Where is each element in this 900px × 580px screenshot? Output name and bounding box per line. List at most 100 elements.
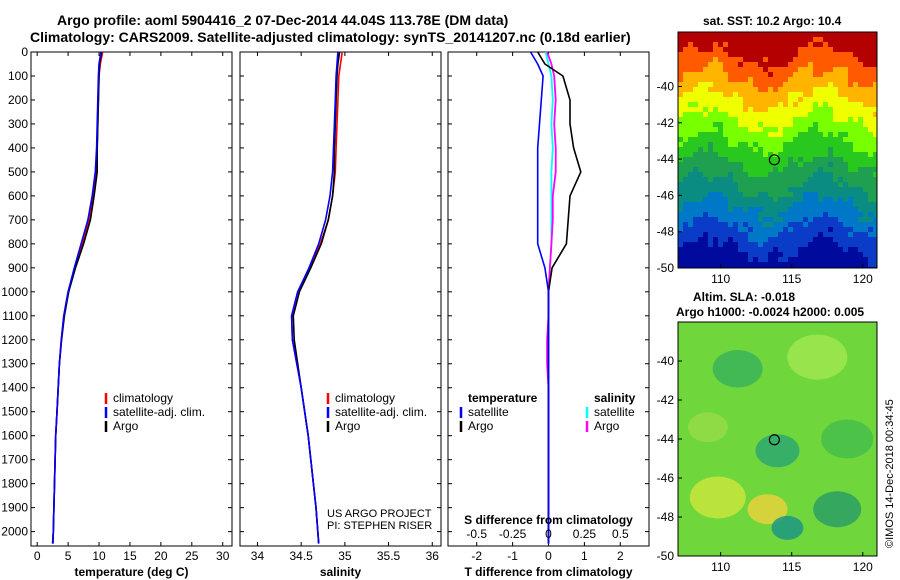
sst-cell — [683, 212, 688, 217]
sst-cell — [713, 182, 718, 187]
sst-cell — [873, 77, 877, 82]
sst-cell — [848, 207, 853, 212]
sst-cell — [858, 82, 863, 87]
map-y-tick-label: -40 — [657, 79, 675, 93]
sst-cell — [793, 222, 798, 227]
sst-cell — [743, 127, 748, 132]
sst-cell — [803, 132, 808, 137]
sst-cell — [783, 217, 788, 222]
sst-cell — [823, 127, 828, 132]
sst-cell — [763, 222, 768, 227]
sst-cell — [688, 72, 693, 77]
sst-cell — [793, 202, 798, 207]
sla-anomaly-blob — [712, 350, 763, 388]
sst-cell — [763, 92, 768, 97]
sst-cell — [683, 202, 688, 207]
y-tick-label: 1600 — [1, 429, 28, 443]
sst-cell — [818, 37, 823, 42]
sst-cell — [768, 117, 773, 122]
sst-cell — [808, 262, 813, 267]
sst-cell — [703, 182, 708, 187]
sst-cell — [768, 147, 773, 152]
sst-cell — [873, 252, 877, 257]
sst-cell — [868, 72, 873, 77]
sst-cell — [743, 252, 748, 257]
sst-cell — [753, 217, 758, 222]
sst-cell — [793, 227, 798, 232]
sla-anomaly-blob — [755, 434, 800, 468]
sla-anomaly-blob — [747, 494, 788, 525]
x-tick-label: 34.5 — [289, 549, 313, 563]
sst-cell — [718, 227, 723, 232]
sst-cell — [738, 182, 743, 187]
sst-cell — [743, 207, 748, 212]
sst-cell — [788, 82, 793, 87]
sst-cell — [798, 102, 803, 107]
sst-cell — [723, 182, 728, 187]
sst-cell — [858, 122, 863, 127]
sst-cell — [798, 77, 803, 82]
sst-cell — [838, 162, 843, 167]
sst-cell — [808, 182, 813, 187]
sst-cell — [873, 87, 877, 92]
sst-cell — [863, 42, 868, 47]
sla-map-field — [678, 322, 877, 556]
sst-cell — [758, 92, 763, 97]
legend-label: satellite — [594, 405, 635, 419]
sst-cell — [843, 127, 848, 132]
sst-cell — [713, 187, 718, 192]
sst-cell — [868, 187, 873, 192]
sst-cell — [713, 232, 718, 237]
sst-cell — [753, 207, 758, 212]
sst-cell — [753, 37, 758, 42]
sst-cell — [828, 212, 833, 217]
sst-cell — [698, 92, 703, 97]
sst-cell — [843, 42, 848, 47]
sst-cell — [753, 97, 758, 102]
sst-cell — [733, 177, 738, 182]
sst-cell — [868, 202, 873, 207]
sst-cell — [833, 182, 838, 187]
sst-cell — [863, 72, 868, 77]
sst-cell — [793, 257, 798, 262]
sst-cell — [838, 32, 843, 37]
sst-cell — [858, 177, 863, 182]
sst-cell — [828, 57, 833, 62]
sst-cell — [698, 227, 703, 232]
sst-cell — [853, 167, 858, 172]
sst-cell — [743, 222, 748, 227]
sst-cell — [703, 212, 708, 217]
sst-cell — [763, 57, 768, 62]
sst-cell — [873, 147, 877, 152]
sst-cell — [783, 47, 788, 52]
sst-cell — [708, 137, 713, 142]
sst-cell — [848, 87, 853, 92]
sst-cell — [818, 97, 823, 102]
x-tick-label: 20 — [154, 549, 168, 563]
sst-cell — [703, 167, 708, 172]
sst-cell — [778, 212, 783, 217]
sst-cell — [813, 162, 818, 167]
x-tick-label: -1 — [507, 549, 518, 563]
sst-cell — [798, 82, 803, 87]
sst-cell — [708, 247, 713, 252]
y-tick-label: 1000 — [1, 285, 28, 299]
sst-cell — [808, 152, 813, 157]
sst-cell — [773, 247, 778, 252]
sst-cell — [828, 37, 833, 42]
sst-cell — [678, 122, 683, 127]
sst-cell — [748, 92, 753, 97]
sst-cell — [798, 87, 803, 92]
sst-cell — [708, 32, 713, 37]
sst-cell — [693, 57, 698, 62]
sst-cell — [838, 142, 843, 147]
sst-cell — [838, 227, 843, 232]
x-tick-label: 1 — [581, 549, 588, 563]
sst-cell — [793, 167, 798, 172]
sst-cell — [683, 77, 688, 82]
sst-cell — [873, 157, 877, 162]
sst-cell — [743, 177, 748, 182]
sst-cell — [728, 47, 733, 52]
sst-cell — [723, 47, 728, 52]
sst-cell — [838, 42, 843, 47]
